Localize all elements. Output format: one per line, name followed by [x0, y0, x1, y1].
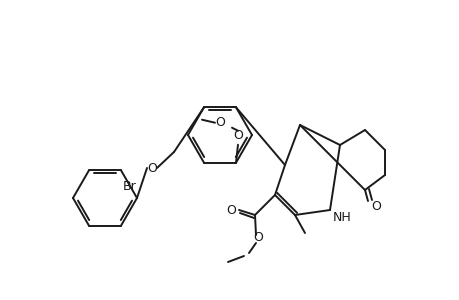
Text: O: O [233, 129, 242, 142]
Text: O: O [215, 116, 224, 129]
Text: Br: Br [123, 180, 136, 193]
Text: O: O [252, 232, 263, 244]
Text: O: O [370, 200, 380, 214]
Text: NH: NH [332, 212, 351, 224]
Text: O: O [147, 161, 157, 175]
Text: O: O [225, 203, 235, 217]
